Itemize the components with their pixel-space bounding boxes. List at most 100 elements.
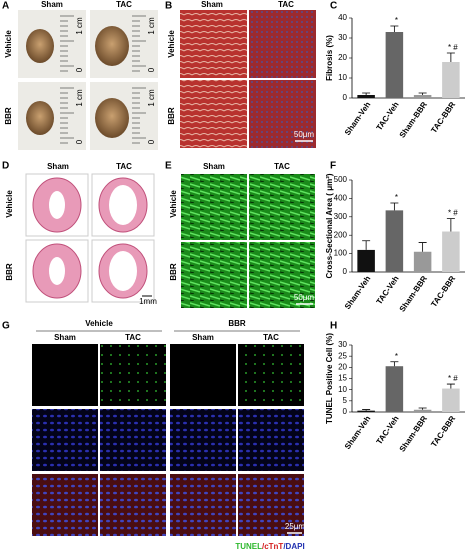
histology-image — [249, 10, 316, 78]
y-tick-label: 30 — [338, 33, 347, 42]
merge-image — [238, 474, 304, 536]
y-tick-label: 10 — [338, 385, 347, 394]
label: A — [2, 1, 9, 12]
column-label: Sham — [47, 162, 69, 171]
x-tick-label: Sham-Veh — [343, 274, 373, 311]
y-tick-label: 30 — [338, 340, 347, 349]
column-label: TAC — [116, 0, 132, 9]
panel-label: H — [330, 321, 337, 332]
y-tick-label: 300 — [334, 212, 348, 221]
significance: * — [395, 16, 398, 25]
y-tick-label: 15 — [338, 374, 347, 383]
scale-label: 50μm — [294, 130, 315, 139]
ruler-label: 0 — [75, 67, 84, 72]
ruler-label: 1 cm — [147, 17, 156, 35]
tunel-image — [170, 344, 236, 406]
heart — [26, 29, 54, 63]
y-tick-label: 500 — [334, 175, 348, 184]
y-tick-label: 20 — [338, 362, 347, 371]
bar — [357, 95, 375, 98]
tunel-image — [100, 344, 166, 406]
error-bar — [418, 92, 427, 95]
error-bar — [362, 240, 371, 250]
ruler-label: 0 — [147, 67, 156, 72]
dapi-image — [32, 409, 98, 471]
fluorescence-image — [249, 174, 315, 240]
tunel-image — [32, 344, 98, 406]
y-axis-title: Fibrosis (%) — [325, 35, 334, 81]
label: G — [2, 321, 10, 332]
bar — [357, 249, 375, 272]
bar — [385, 32, 404, 98]
row-label: Vehicle — [167, 30, 176, 58]
stain-label: TUNEL/cTnT/DAPI — [235, 542, 304, 551]
heart — [95, 98, 129, 138]
ruler-label: 0 — [75, 139, 84, 144]
merge-image — [170, 474, 236, 536]
lumen — [49, 191, 65, 219]
y-tick-label: 20 — [338, 53, 347, 62]
x-tick-label: TAC-Veh — [375, 100, 401, 132]
dapi-image — [238, 409, 304, 471]
lumen — [109, 251, 137, 291]
y-tick-label: 200 — [334, 230, 348, 239]
row-label: BBR — [169, 263, 178, 281]
column-label: TAC — [274, 162, 290, 171]
ruler-label: 1 cm — [75, 17, 84, 35]
fluorescence-image — [181, 242, 247, 308]
label: B — [165, 1, 172, 12]
ruler-label: 0 — [147, 139, 156, 144]
significance: * # — [448, 43, 458, 52]
column-label: Sham — [203, 162, 225, 171]
histology-image — [180, 10, 247, 78]
y-axis-title: TUNEL Positive Cell (%) — [325, 333, 334, 424]
significance: * — [395, 193, 398, 202]
ruler-label: 1 cm — [147, 89, 156, 107]
y-tick-label: 10 — [338, 73, 347, 82]
dapi-image — [100, 409, 166, 471]
histology-image — [249, 80, 316, 148]
group-label: BBR — [228, 319, 246, 328]
y-tick-label: 0 — [343, 93, 348, 102]
lumen — [109, 185, 137, 225]
y-tick-label: 25 — [338, 351, 347, 360]
column-label: Sham — [41, 0, 63, 9]
x-tick-label: Sham-BBR — [398, 414, 429, 454]
panel-label: C — [330, 1, 337, 12]
bar — [385, 210, 404, 272]
tunel-image — [238, 344, 304, 406]
panel-label: F — [330, 161, 336, 172]
bar — [413, 251, 432, 272]
merge-image — [100, 474, 166, 536]
column-label: TAC — [125, 333, 141, 342]
fluorescence-image — [181, 174, 247, 240]
y-tick-label: 0 — [343, 407, 348, 416]
group-label: Vehicle — [85, 319, 113, 328]
heart — [95, 26, 129, 66]
column-label: TAC — [278, 0, 294, 9]
x-tick-label: TAC-BBR — [429, 100, 457, 135]
stain-part: /DAPI — [283, 542, 304, 551]
y-axis-title: Cross-Sectional Area ( μm²) — [325, 173, 334, 278]
error-bar — [446, 383, 455, 389]
x-tick-label: Sham-Veh — [343, 100, 373, 137]
bar — [413, 409, 432, 412]
row-label: BBR — [5, 263, 14, 281]
x-tick-label: Sham-Veh — [343, 414, 373, 451]
error-bar — [362, 409, 371, 411]
fluorescence-image — [249, 242, 315, 308]
error-bar — [390, 202, 399, 211]
y-tick-label: 0 — [343, 267, 348, 276]
y-tick-label: 5 — [343, 396, 348, 405]
x-tick-label: TAC-Veh — [375, 274, 401, 306]
significance: * — [395, 352, 398, 361]
row-label: BBR — [167, 107, 176, 125]
x-tick-label: TAC-BBR — [429, 274, 457, 309]
row-label: Vehicle — [4, 30, 13, 58]
bar — [385, 366, 404, 412]
stain-part: TUNEL — [235, 542, 262, 551]
label: E — [165, 161, 172, 172]
error-bar — [418, 407, 427, 410]
x-tick-label: Sham-BBR — [398, 100, 429, 140]
error-bar — [390, 361, 399, 367]
